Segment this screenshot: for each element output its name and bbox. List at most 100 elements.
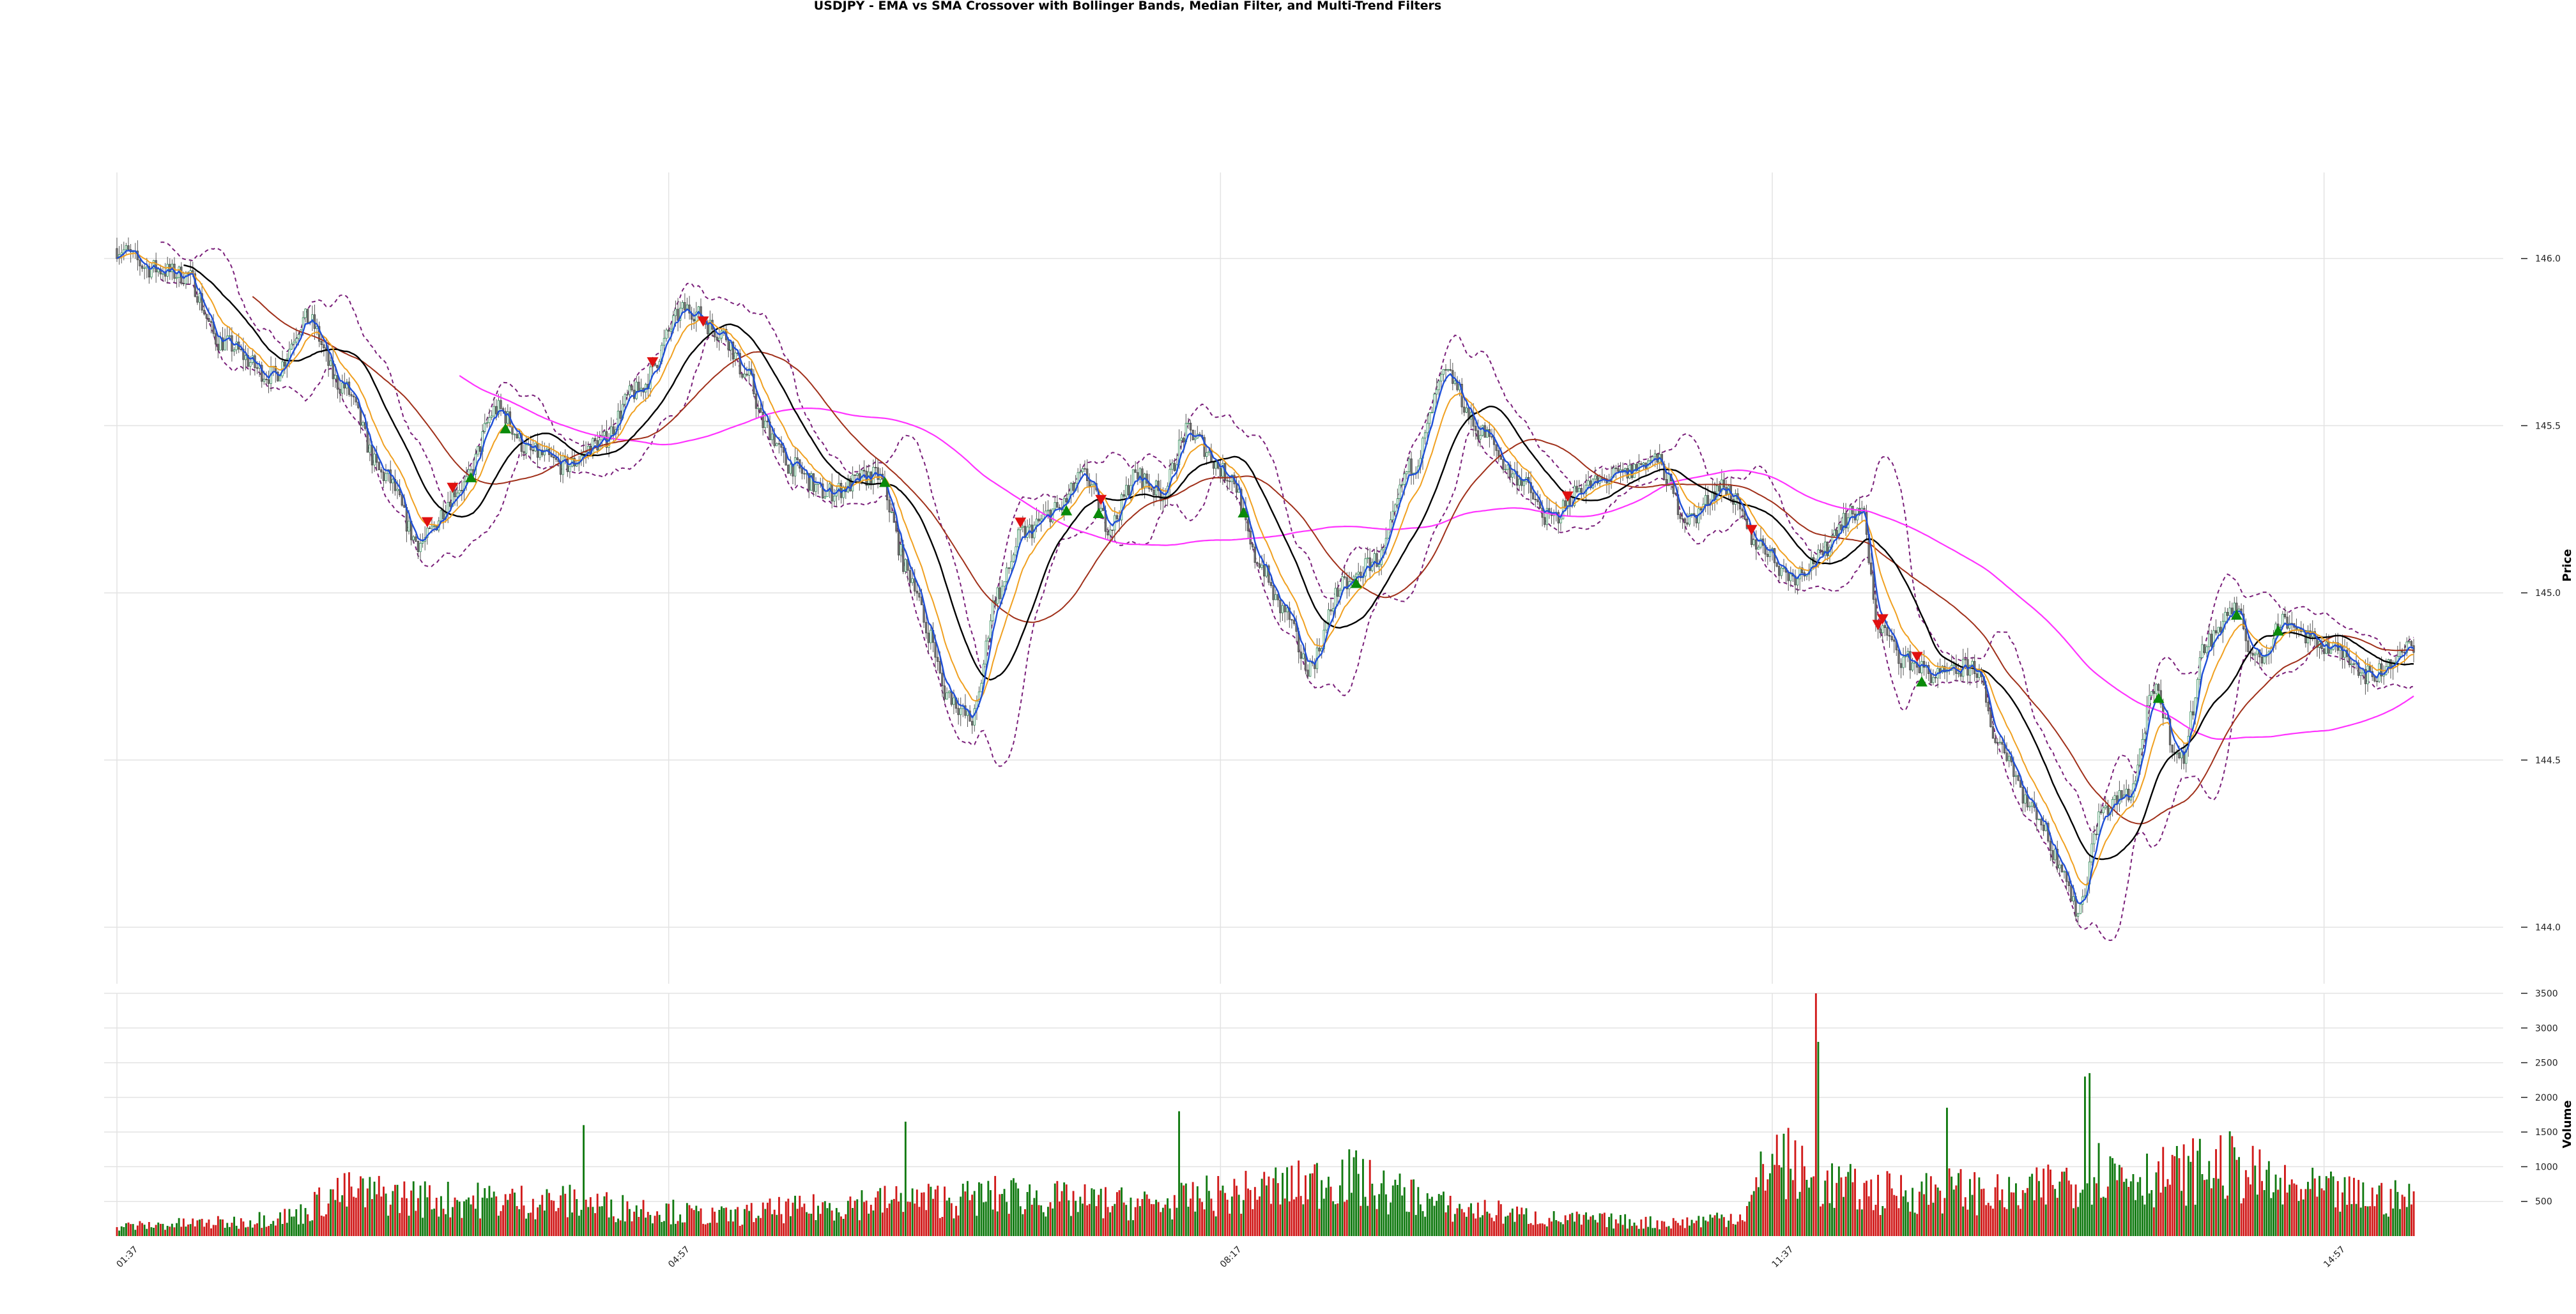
candle-body xyxy=(2341,645,2344,658)
candlestick xyxy=(1045,501,1047,516)
volume-bar xyxy=(1422,1211,1424,1236)
candle-body xyxy=(631,385,633,391)
candle-body xyxy=(1429,412,1431,424)
candle-body xyxy=(382,471,385,481)
candle-body xyxy=(801,468,804,474)
candlestick xyxy=(1679,512,1682,523)
volume-bar xyxy=(571,1212,573,1236)
volume-bar xyxy=(1843,1196,1844,1236)
volume-bar xyxy=(532,1198,534,1236)
volume-bar xyxy=(1282,1173,1284,1236)
candlestick xyxy=(973,704,976,732)
candle-body xyxy=(1870,562,1873,575)
volume-bar xyxy=(2020,1209,2022,1236)
candle-body xyxy=(1810,557,1813,571)
volume-bar xyxy=(803,1203,806,1236)
volume-bar xyxy=(288,1209,291,1236)
candle-body xyxy=(2279,627,2281,628)
volume-bar xyxy=(1013,1178,1015,1236)
moving-averages xyxy=(116,249,2414,905)
candlestick xyxy=(1406,471,1408,480)
candlestick xyxy=(2076,912,2080,926)
candlestick xyxy=(2141,729,2144,757)
volume-bar xyxy=(672,1200,675,1236)
candle-body xyxy=(681,302,684,309)
candle-body xyxy=(1120,494,1123,521)
candlestick xyxy=(858,464,861,491)
x-tick-label: 11:37 xyxy=(1770,1244,1796,1270)
candlestick xyxy=(1154,479,1158,502)
candle-body xyxy=(2148,695,2150,706)
volume-bar xyxy=(1068,1200,1070,1236)
candlestick xyxy=(1012,552,1015,563)
volume-bar xyxy=(118,1230,121,1236)
candlestick xyxy=(2373,676,2376,683)
volume-bar xyxy=(2389,1189,2392,1236)
candle-body xyxy=(900,544,902,556)
candle-body xyxy=(1996,742,1999,744)
volume-bar xyxy=(1866,1180,1867,1236)
volume-bar xyxy=(371,1199,373,1236)
volume-bar xyxy=(787,1198,790,1236)
candle-body xyxy=(996,587,999,604)
volume-bar xyxy=(203,1226,206,1236)
candlestick xyxy=(1941,665,1943,674)
volume-bar xyxy=(1376,1209,1378,1236)
volume-bar xyxy=(1656,1220,1659,1236)
volume-bar xyxy=(468,1197,470,1236)
volume-bar xyxy=(976,1216,978,1236)
volume-bar xyxy=(1001,1194,1003,1236)
signal-markers xyxy=(421,316,2284,703)
candle-body xyxy=(1407,458,1411,472)
volume-bar xyxy=(1601,1214,1604,1236)
volume-bar xyxy=(2175,1146,2178,1236)
candle-body xyxy=(2042,825,2045,831)
volume-bar xyxy=(231,1223,233,1236)
candlestick xyxy=(2128,784,2130,803)
candle-body xyxy=(1334,588,1337,609)
buy-signal-marker xyxy=(2230,609,2242,620)
candle-body xyxy=(734,353,737,360)
volume-bar xyxy=(240,1218,242,1236)
candle-body xyxy=(1998,742,2001,744)
candle-body xyxy=(663,338,666,346)
candlestick xyxy=(1330,598,1332,616)
volume-bar xyxy=(902,1212,905,1236)
volume-bar xyxy=(222,1219,224,1236)
candlestick xyxy=(244,345,247,371)
candle-body xyxy=(1920,661,1923,673)
candle-body xyxy=(1015,546,1017,556)
buy-signal-marker xyxy=(500,423,512,434)
candle-body xyxy=(1782,567,1785,569)
candle-body xyxy=(2067,881,2070,886)
volume-bar xyxy=(2067,1180,2070,1236)
volume-bar xyxy=(399,1212,401,1236)
candle-body xyxy=(810,473,813,491)
candlestick xyxy=(720,329,723,343)
candle-body xyxy=(1286,607,1289,613)
volume-bar xyxy=(626,1201,629,1236)
candle-body xyxy=(396,489,399,491)
candle-body xyxy=(247,355,249,367)
candle-body xyxy=(720,330,723,339)
volume-bar xyxy=(557,1207,560,1236)
volume-bar xyxy=(1964,1197,1966,1236)
candle-body xyxy=(746,374,748,376)
volume-bar xyxy=(1265,1185,1268,1236)
candlestick xyxy=(2097,803,2100,839)
sma-slow-line xyxy=(183,264,2414,860)
volume-bar xyxy=(1803,1166,1805,1236)
volume-bar xyxy=(1187,1207,1190,1236)
candlestick xyxy=(787,464,790,474)
candlestick xyxy=(796,449,799,466)
volume-bar xyxy=(491,1197,493,1236)
candlestick xyxy=(746,367,748,377)
candle-body xyxy=(741,373,744,378)
candle-body xyxy=(1957,673,1960,675)
volume-bar xyxy=(858,1220,861,1236)
candlestick xyxy=(484,413,486,434)
candle-body xyxy=(624,394,626,405)
volume-bar xyxy=(187,1224,189,1236)
candlestick xyxy=(159,264,162,279)
